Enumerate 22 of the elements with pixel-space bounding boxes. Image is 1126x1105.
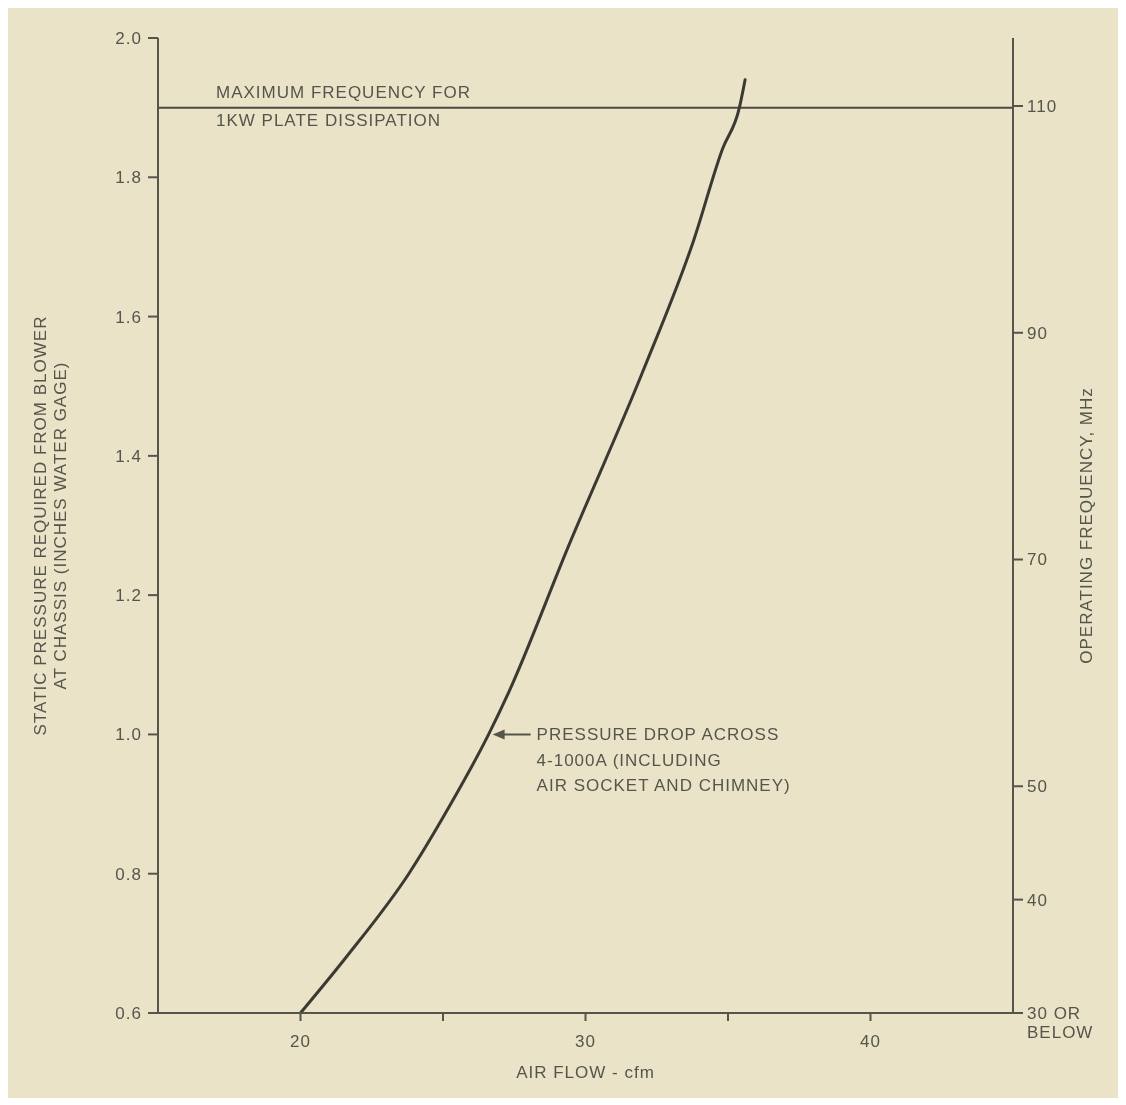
y2-tick-label: 30 OR BELOW: [1027, 1003, 1094, 1042]
y-tick-label: 0.6: [115, 1003, 142, 1023]
y2-tick-label: 70: [1027, 550, 1048, 570]
y2-tick-label: 110: [1027, 96, 1058, 116]
y-tick-label: 1.6: [115, 307, 142, 327]
ref-line-label: MAXIMUM FREQUENCY FOR 1KW PLATE DISSIPATION: [216, 82, 471, 130]
x-tick-label: 20: [290, 1031, 311, 1051]
y2-tick-label: 50: [1027, 777, 1048, 797]
y-tick-label: 1.8: [115, 168, 142, 188]
y2-tick-label: 90: [1027, 323, 1048, 343]
annotation: PRESSURE DROP ACROSS 4-1000A (INCLUDING AIR SOCKET AND CHIMNEY): [536, 725, 791, 796]
y-tick-label: 1.0: [115, 725, 142, 745]
y-tick-label: 1.4: [115, 446, 142, 466]
x-tick-label: 30: [575, 1031, 596, 1051]
y-tick-label: 2.0: [115, 28, 142, 48]
y-tick-label: 1.2: [115, 586, 142, 606]
y2-tick-label: 40: [1027, 890, 1048, 910]
x-axis-title: AIR FLOW - cfm: [516, 1063, 655, 1082]
x-tick-label: 40: [860, 1031, 881, 1051]
y-axis-title: STATIC PRESSURE REQUIRED FROM BLOWER AT CHASSIS (INCHES WATER GAGE): [31, 315, 71, 736]
y2-axis-title: OPERATING FREQUENCY, MHz: [1076, 387, 1096, 664]
y-tick-label: 0.8: [115, 864, 142, 884]
